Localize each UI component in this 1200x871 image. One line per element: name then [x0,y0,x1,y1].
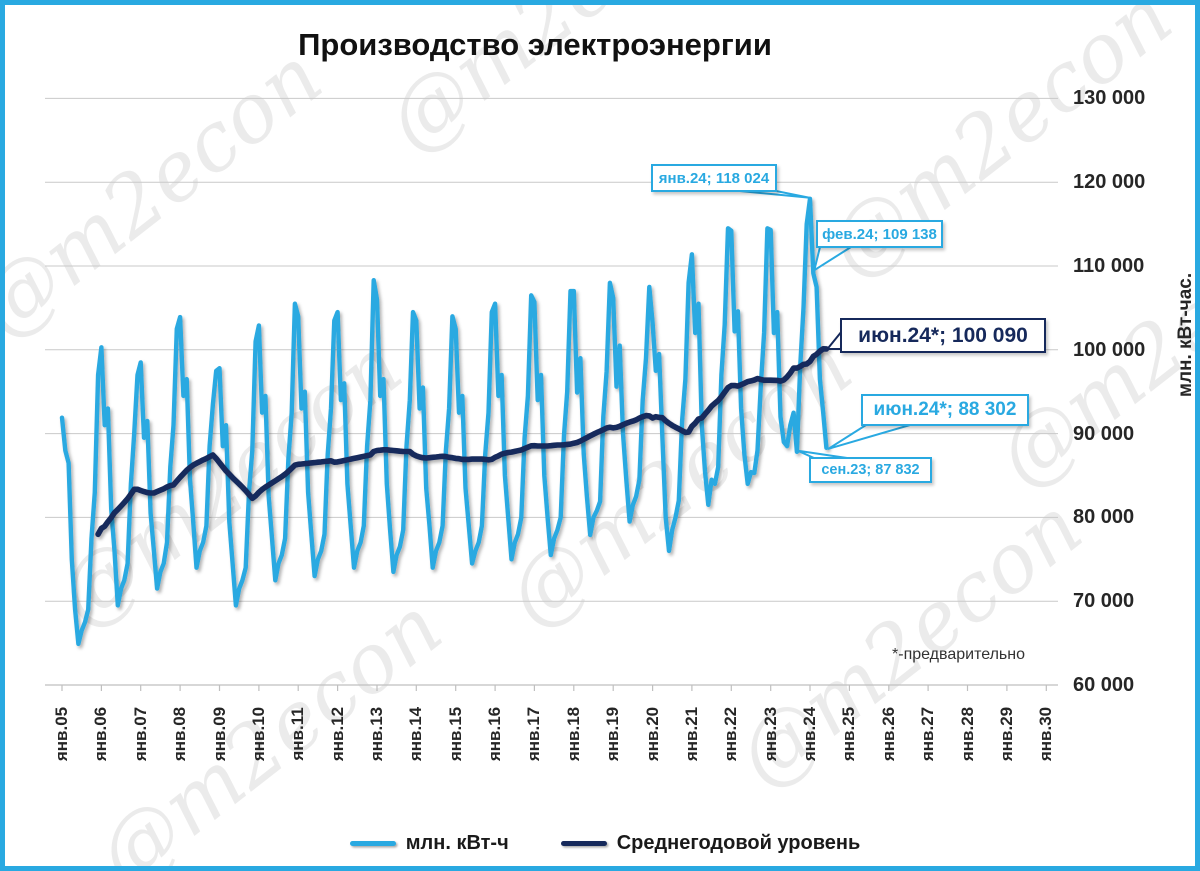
annotation-tail-jan24 [739,190,811,199]
x-tick-label: янв.26 [878,706,898,762]
x-tick-label: янв.22 [721,706,741,762]
series-average-line [95,345,830,538]
series-monthly-line [59,196,829,647]
annotation-feb24: фев.24; 109 138 [816,220,943,248]
x-tick-label: янв.11 [288,707,308,761]
x-tick-label: янв.27 [918,706,938,762]
preliminary-note: *-предварительно [892,646,1025,663]
annotation-jun24-monthly: июн.24*; 88 302 [861,394,1029,426]
y-axis-title: млн. кВт-час. [1175,272,1196,398]
y-tick-label: 130 000 [1073,87,1146,110]
x-tick-label: янв.25 [839,706,859,762]
x-tick-label: янв.14 [406,706,426,762]
x-tick-label: янв.18 [563,706,583,762]
legend: млн. кВт-ч Среднегодовой уровень [5,832,1195,855]
legend-label-monthly: млн. кВт-ч [405,832,509,854]
annotation-tail-jun24 [827,424,911,450]
annotation-sep23: сен.23; 87 832 [809,457,932,483]
y-tick-label: 120 000 [1073,171,1146,194]
x-tick-label: янв.19 [603,706,623,762]
plot-area [45,97,1058,691]
legend-item-monthly: млн. кВт-ч [349,832,509,855]
annotation-tail-feb24 [813,246,852,272]
x-tick-label: янв.28 [957,706,977,762]
legend-item-average: Среднегодовой уровень [560,832,861,855]
legend-label-average: Среднегодовой уровень [616,832,861,854]
x-tick-label: янв.07 [130,706,150,762]
y-tick-label: 100 000 [1073,338,1146,361]
x-tick-label: янв.23 [760,706,780,762]
y-tick-label: 90 000 [1073,422,1135,445]
x-tick-label: янв.10 [248,706,268,762]
x-tick-label: янв.30 [1036,706,1056,762]
y-tick-label: 60 000 [1073,674,1135,696]
x-tick-label: янв.15 [445,706,465,762]
x-tick-label: янв.13 [367,706,386,762]
annotation-jan24: янв.24; 118 024 [651,164,777,192]
legend-swatch-monthly-icon [349,841,396,846]
legend-swatch-average-icon [560,841,607,846]
y-tick-label: 70 000 [1073,590,1135,613]
x-tick-label: янв.20 [642,706,662,762]
x-tick-label: янв.24 [800,706,819,762]
x-tick-label: янв.17 [524,706,544,762]
x-tick-label: янв.06 [91,706,111,762]
x-tick-label: янв.05 [52,706,71,762]
y-tick-label: 110 000 [1073,255,1145,277]
x-tick-label: янв.29 [996,706,1016,762]
x-tick-label: янв.12 [327,706,347,762]
chart-title: Производство электроэнергии [298,27,772,62]
x-tick-label: янв.09 [209,706,229,762]
x-tick-label: янв.21 [681,706,701,762]
y-tick-label: 80 000 [1073,506,1135,529]
x-tick-label: янв.16 [485,706,505,762]
annotation-jun24-average: июн.24*; 100 090 [840,318,1046,353]
x-tick-label: янв.08 [170,706,190,762]
